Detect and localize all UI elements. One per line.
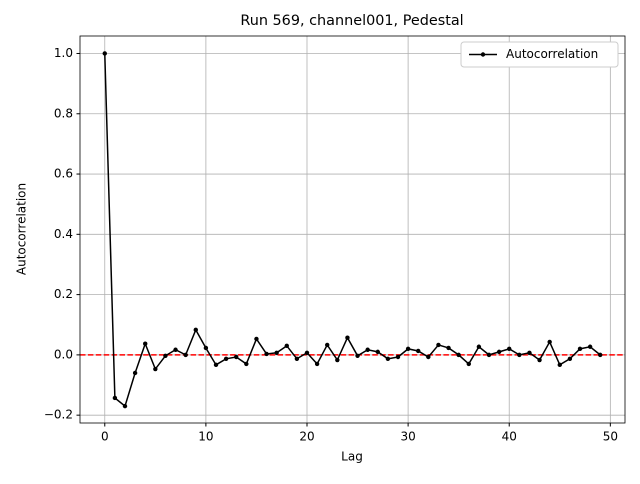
data-point: [325, 342, 330, 348]
data-point: [193, 327, 198, 333]
data-point: [486, 352, 492, 358]
data-point: [203, 345, 209, 351]
data-point: [223, 356, 229, 362]
data-point: [183, 352, 188, 358]
data-point: [294, 356, 300, 362]
x-tick-label: 10: [198, 430, 213, 444]
data-point: [547, 339, 552, 345]
data-point: [517, 352, 522, 358]
data-point: [365, 347, 370, 352]
legend-label: Autocorrelation: [506, 47, 598, 61]
y-tick-label: 0.0: [54, 347, 73, 361]
y-tick-label: 0.8: [54, 106, 73, 120]
data-point: [153, 366, 158, 372]
data-point: [284, 343, 289, 349]
x-tick-label: 30: [400, 430, 415, 444]
data-point: [446, 345, 451, 351]
data-point: [507, 346, 512, 352]
data-point: [416, 348, 421, 354]
data-point: [527, 350, 532, 355]
data-point: [264, 351, 269, 357]
data-point: [112, 395, 118, 401]
data-point: [173, 347, 178, 352]
data-point: [557, 362, 562, 368]
data-point: [274, 350, 279, 355]
data-point: [244, 361, 249, 367]
data-point: [213, 362, 219, 368]
data-point: [496, 349, 502, 355]
data-point: [405, 346, 411, 352]
data-point: [598, 352, 603, 358]
chart-title: Run 569, channel001, Pedestal: [240, 13, 463, 29]
data-point: [395, 354, 401, 360]
data-point: [375, 349, 380, 355]
y-tick-label: 0.6: [54, 167, 73, 181]
data-point: [143, 341, 148, 346]
data-point: [466, 361, 471, 367]
data-point: [234, 354, 239, 360]
x-tick-label: 40: [502, 430, 517, 444]
x-tick-label: 50: [603, 430, 618, 444]
data-point: [537, 357, 542, 363]
legend-box: [460, 41, 619, 68]
data-point: [314, 361, 320, 367]
data-point: [304, 350, 310, 355]
legend-marker: [480, 52, 486, 57]
plot-frame: [79, 35, 626, 424]
data-point: [587, 344, 593, 349]
data-point: [335, 357, 340, 363]
data-point: [132, 370, 138, 376]
data-point: [345, 335, 350, 340]
y-tick-label: −0.2: [44, 408, 73, 422]
data-point: [254, 336, 259, 342]
data-point: [456, 352, 461, 358]
y-tick-label: 0.4: [54, 227, 73, 241]
data-point: [436, 342, 441, 348]
y-axis-label: Autocorrelation: [15, 183, 29, 275]
x-tick-label: 0: [101, 430, 109, 444]
x-axis-label: Lag: [341, 450, 363, 464]
data-point: [567, 356, 573, 362]
data-point: [122, 403, 128, 409]
data-point: [355, 353, 360, 358]
data-point: [163, 353, 168, 358]
data-point: [426, 354, 431, 360]
y-tick-label: 1.0: [54, 46, 73, 60]
data-point: [102, 51, 107, 56]
data-point: [385, 356, 391, 362]
data-point: [577, 346, 583, 352]
y-tick-label: 0.2: [54, 287, 73, 301]
x-tick-label: 20: [299, 430, 314, 444]
data-point: [476, 344, 482, 349]
